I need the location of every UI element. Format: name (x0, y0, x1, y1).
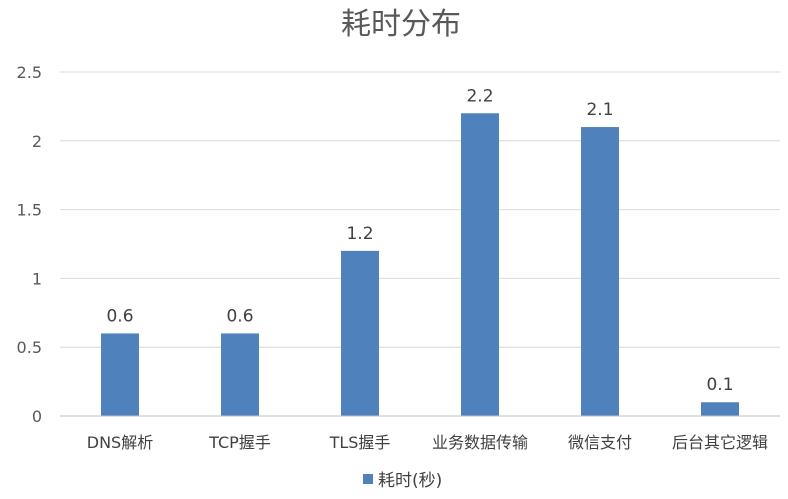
category-label: 微信支付 (568, 433, 632, 452)
data-label: 1.2 (346, 224, 373, 244)
y-axis-ticks: 0 0.5 1 1.5 2 2.5 (17, 63, 42, 426)
chart-title: 耗时分布 (341, 7, 461, 42)
bar (221, 333, 259, 416)
data-label: 2.1 (586, 100, 613, 120)
bar (581, 127, 619, 416)
y-tick-label: 2.5 (17, 63, 42, 82)
category-label: TCP握手 (208, 433, 271, 452)
category-label: 后台其它逻辑 (672, 433, 768, 452)
bar (341, 250, 379, 416)
bar (701, 402, 739, 416)
data-label: 0.1 (706, 375, 733, 395)
bar (461, 113, 499, 416)
category-label: DNS解析 (87, 433, 153, 452)
y-tick-label: 0.5 (17, 338, 42, 357)
y-tick-label: 2 (32, 132, 42, 151)
category-label: TLS握手 (329, 433, 391, 452)
data-label: 0.6 (106, 306, 133, 326)
bar (101, 333, 139, 416)
y-tick-label: 0 (32, 407, 42, 426)
bars (101, 113, 739, 416)
legend-label: 耗时(秒) (378, 471, 442, 491)
y-tick-label: 1.5 (17, 201, 42, 220)
data-label: 0.6 (226, 306, 253, 326)
x-axis-categories: DNS解析 TCP握手 TLS握手 业务数据传输 微信支付 后台其它逻辑 (87, 433, 768, 452)
category-label: 业务数据传输 (432, 433, 528, 452)
legend-swatch (363, 474, 373, 484)
y-tick-label: 1 (32, 269, 42, 288)
data-label: 2.2 (466, 86, 493, 106)
legend: 耗时(秒) (363, 471, 442, 491)
gridlines (60, 71, 780, 348)
data-labels: 0.6 0.6 1.2 2.2 2.1 0.1 (106, 86, 733, 395)
